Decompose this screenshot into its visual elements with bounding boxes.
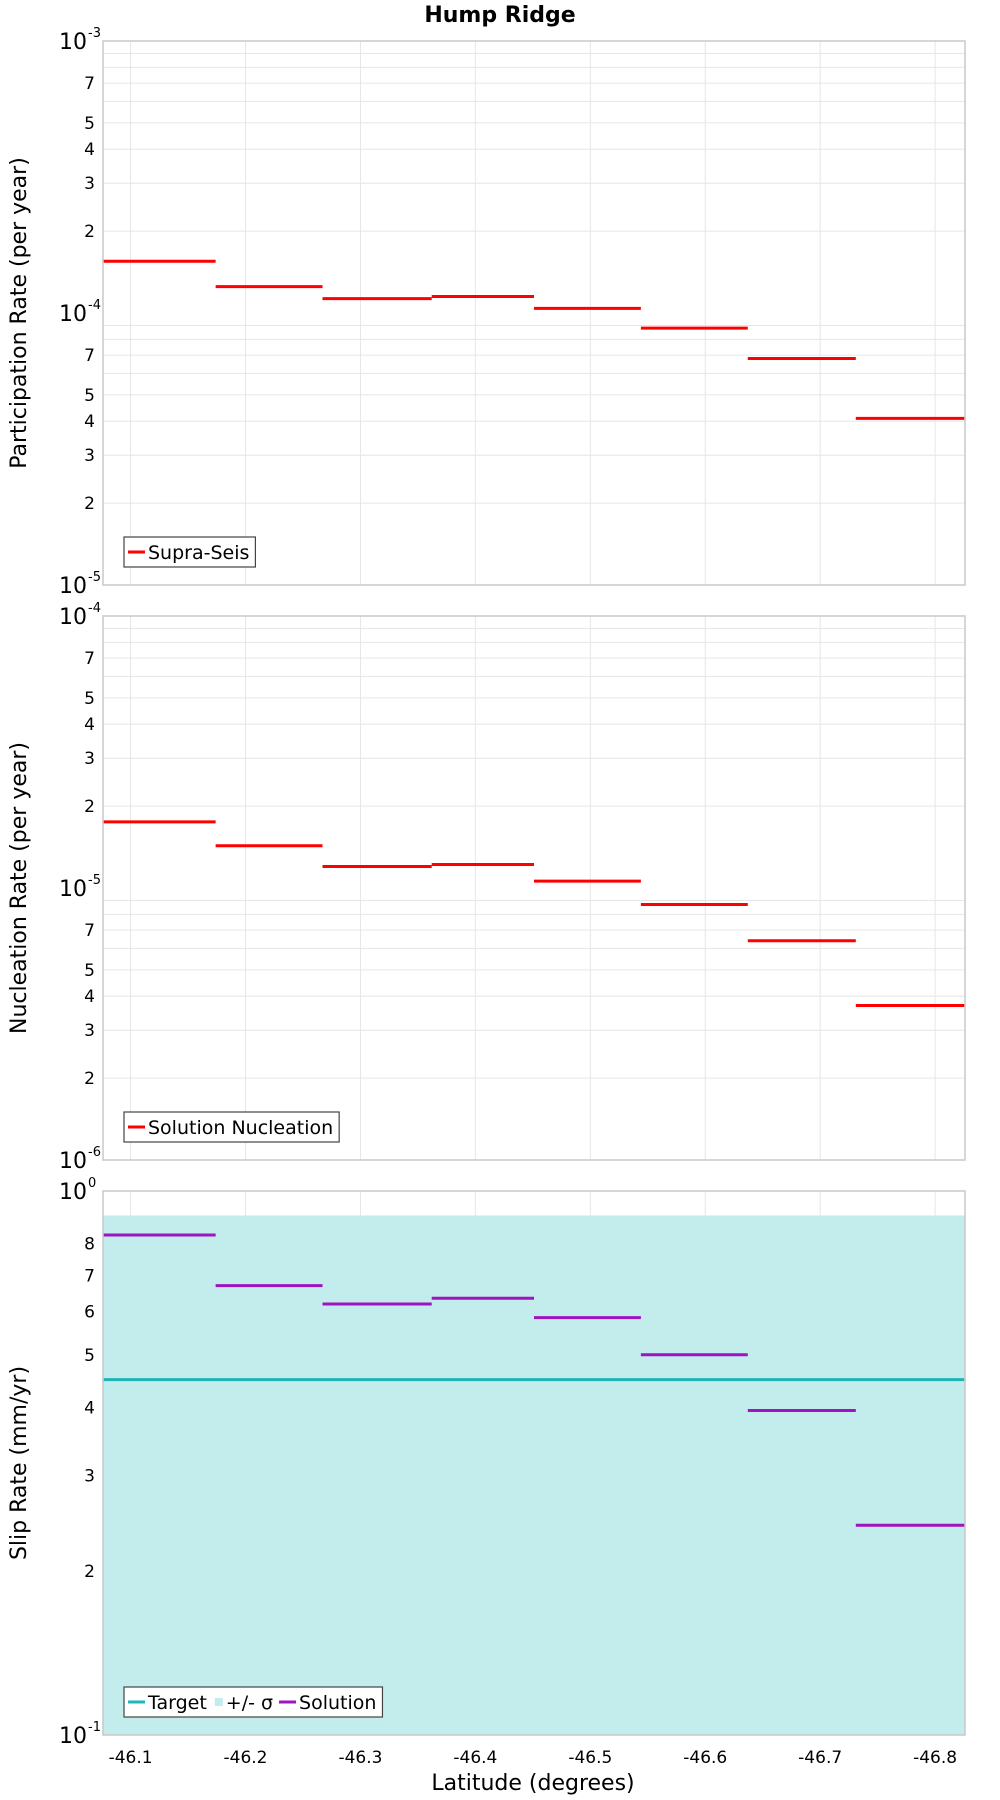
y-axis-label: Nucleation Rate (per year) (7, 742, 32, 1034)
y-tick-label: 2 (84, 222, 95, 242)
x-axis-label: Latitude (degrees) (431, 1771, 634, 1796)
legend-swatch (214, 1698, 223, 1706)
x-tick-label: -46.6 (683, 1748, 727, 1768)
legend-label: Target (147, 1692, 207, 1714)
x-tick-label: -46.5 (568, 1748, 612, 1768)
y-tick-label: 3 (84, 174, 95, 194)
legend-label: +/- σ (226, 1692, 273, 1714)
x-tick-labels: -46.1 -46.2 -46.3 -46.4 -46.5 -46.6 -46.7 -46.8 (109, 1748, 958, 1768)
y-decade-exponent: -5 (88, 873, 101, 888)
y-decade-exponent: -5 (88, 570, 101, 585)
y-decade-label: 10 (59, 877, 87, 902)
y-decade-exponent: -6 (88, 1145, 101, 1160)
y-tick-label: 3 (84, 1466, 95, 1486)
y-decade-exponent: -4 (88, 601, 101, 616)
y-tick-label: 4 (84, 140, 95, 160)
y-tick-label: 4 (84, 987, 95, 1007)
legend-label: Solution Nucleation (148, 1117, 333, 1139)
y-decade-label: 10 (59, 574, 87, 599)
y-tick-label: 2 (84, 1069, 95, 1089)
y-tick-label: 4 (84, 1398, 95, 1418)
y-tick-label: 2 (84, 797, 95, 817)
legend-box (123, 1686, 384, 1718)
y-tick-label: 6 (84, 1303, 95, 1323)
legend-label: Supra-Seis (148, 542, 249, 564)
legend: Solution Nucleation (123, 1111, 340, 1143)
y-decade-label: 10 (59, 605, 87, 630)
x-tick-label: -46.2 (224, 1748, 268, 1768)
y-axis-label: Participation Rate (per year) (7, 157, 32, 469)
y-tick-label: 5 (84, 689, 95, 709)
y-decade-label: 10 (59, 1180, 87, 1205)
chart-title: Hump Ridge (424, 3, 575, 28)
y-axis-label: Slip Rate (mm/yr) (7, 1366, 32, 1560)
y-tick-label: 7 (84, 921, 95, 941)
y-decade-exponent: -4 (88, 298, 101, 313)
y-decade-label: 10 (59, 302, 87, 327)
legend: Target +/- σ Solution (123, 1686, 384, 1718)
legend-box (123, 1111, 340, 1143)
y-tick-label: 3 (84, 749, 95, 769)
y-decade-exponent: -1 (88, 1720, 101, 1735)
y-tick-label: 2 (84, 1562, 95, 1582)
plot-frame (102, 40, 966, 586)
legend-box (123, 536, 257, 568)
y-tick-label: 8 (84, 1235, 95, 1255)
x-tick-label: -46.8 (913, 1748, 957, 1768)
x-tick-label: -46.3 (338, 1748, 382, 1768)
y-tick-label: 5 (84, 1346, 95, 1366)
sigma-band (103, 1215, 965, 1735)
y-tick-label: 3 (84, 1021, 95, 1041)
x-tick-label: -46.7 (798, 1748, 842, 1768)
y-tick-label: 5 (84, 386, 95, 406)
y-decade-label: 10 (59, 1724, 87, 1749)
y-decade-label: 10 (59, 1149, 87, 1174)
y-tick-label: 2 (84, 494, 95, 514)
y-tick-label: 3 (84, 446, 95, 466)
legend: Supra-Seis (123, 536, 257, 568)
y-tick-label: 7 (84, 346, 95, 366)
legend-label: Solution (299, 1692, 376, 1714)
y-tick-label: 7 (84, 1266, 95, 1286)
plot-frame (102, 615, 966, 1161)
plot-frame (102, 1190, 966, 1736)
y-tick-label: 4 (84, 412, 95, 432)
y-tick-label: 7 (84, 74, 95, 94)
y-decade-exponent: -3 (88, 26, 101, 41)
y-tick-label: 5 (84, 114, 95, 134)
y-decade-exponent: 0 (88, 1176, 96, 1191)
x-tick-label: -46.4 (453, 1748, 497, 1768)
y-tick-label: 7 (84, 649, 95, 669)
y-decade-label: 10 (59, 30, 87, 55)
y-tick-label: 5 (84, 961, 95, 981)
x-tick-label: -46.1 (109, 1748, 153, 1768)
y-tick-label: 4 (84, 715, 95, 735)
